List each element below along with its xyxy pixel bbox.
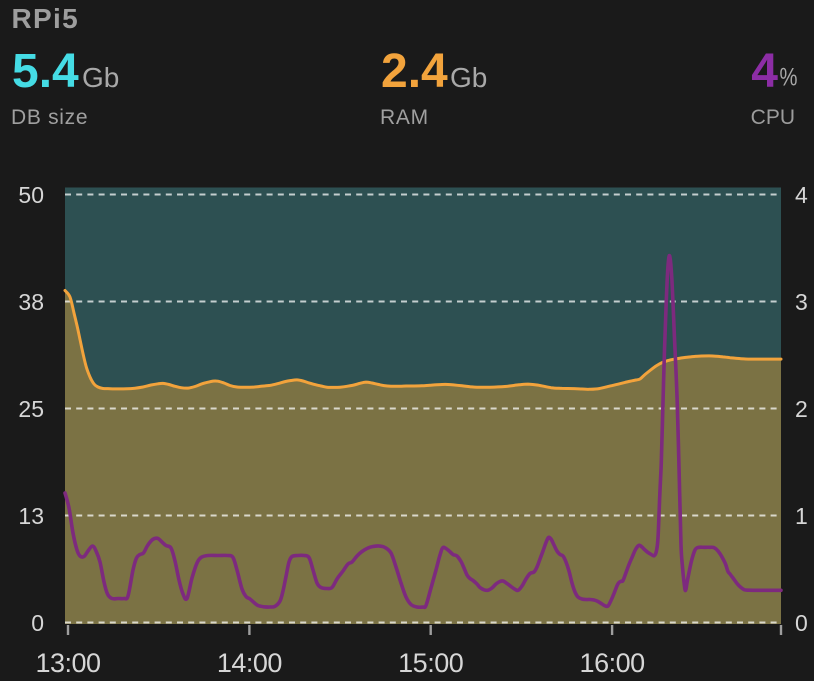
- svg-text:13: 13: [18, 503, 44, 529]
- svg-text:DB size: DB size: [11, 106, 88, 129]
- svg-text:4: 4: [795, 182, 808, 208]
- svg-text:13:00: 13:00: [35, 648, 100, 678]
- svg-text:50: 50: [18, 182, 44, 208]
- svg-text:CPU: CPU: [751, 106, 795, 129]
- svg-text:25: 25: [18, 396, 44, 422]
- svg-text:RPi5: RPi5: [12, 3, 79, 34]
- svg-text:38: 38: [18, 289, 44, 315]
- svg-text:2.4: 2.4: [381, 45, 448, 98]
- svg-text:15:00: 15:00: [398, 648, 463, 678]
- svg-text:0: 0: [795, 610, 808, 636]
- svg-text:RAM: RAM: [380, 106, 429, 129]
- svg-text:5.4: 5.4: [12, 45, 79, 98]
- svg-text:3: 3: [795, 289, 808, 315]
- svg-text:1: 1: [795, 503, 808, 529]
- svg-text:0: 0: [31, 610, 44, 636]
- svg-text:2: 2: [795, 396, 808, 422]
- svg-text:Gb: Gb: [82, 62, 119, 93]
- svg-text:Gb: Gb: [450, 62, 487, 93]
- svg-text:4: 4: [751, 45, 778, 98]
- svg-text:%: %: [780, 64, 798, 92]
- svg-text:16:00: 16:00: [580, 648, 645, 678]
- svg-text:14:00: 14:00: [217, 648, 282, 678]
